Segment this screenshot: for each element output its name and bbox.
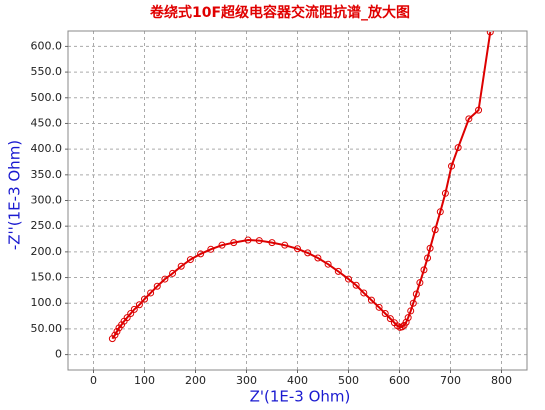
data-point (448, 162, 456, 170)
x-tick-label: 0 (90, 374, 97, 387)
y-tick-label: 400.0 (31, 142, 63, 155)
x-tick-label: 100 (134, 374, 155, 387)
y-tick-label: 550.0 (31, 65, 63, 78)
data-point (345, 275, 352, 283)
data-point (123, 314, 131, 322)
x-tick-label: 700 (440, 374, 461, 387)
data-point (127, 310, 135, 317)
x-tick-label: 600 (389, 374, 410, 387)
data-point (386, 315, 394, 323)
data-point (324, 260, 332, 268)
data-point (375, 303, 383, 311)
data-point (135, 301, 143, 309)
data-point (431, 226, 439, 234)
data-point (141, 295, 148, 303)
data-point (113, 327, 121, 335)
x-axis-label: Z'(1E-3 Ohm) (250, 388, 351, 406)
data-point (334, 267, 342, 275)
y-tick-label: 100.0 (31, 296, 63, 309)
data-point (147, 289, 155, 297)
data-point (352, 281, 360, 289)
data-point (416, 279, 424, 287)
data-point (465, 115, 473, 123)
data-point (281, 241, 289, 249)
data-point (268, 239, 276, 247)
data-point (398, 323, 406, 331)
data-point (304, 249, 312, 257)
data-point (244, 236, 252, 244)
data-point (426, 244, 434, 252)
data-point (161, 275, 169, 283)
data-point (186, 256, 194, 264)
data-point (420, 266, 428, 274)
data-point (441, 189, 449, 197)
x-tick-label: 200 (185, 374, 206, 387)
chart-title: 卷绕式10F超级电容器交流阻抗谱_放大图 (149, 4, 410, 21)
x-tick-label: 300 (236, 374, 257, 387)
y-tick-label: 450.0 (31, 116, 63, 129)
data-point (177, 262, 185, 270)
data-point (436, 208, 444, 216)
y-tick-label: 350.0 (31, 168, 63, 181)
data-point (255, 237, 263, 245)
data-point (169, 269, 177, 277)
data-point (486, 31, 494, 36)
series-layer (108, 31, 494, 343)
y-axis-label: -Z''(1E-3 Ohm) (6, 140, 24, 250)
data-point (314, 254, 322, 262)
y-tick-label: 500.0 (31, 91, 63, 104)
y-tick-label: 600.0 (31, 39, 63, 52)
data-point (475, 106, 483, 114)
data-point (360, 289, 368, 297)
data-point (230, 239, 238, 247)
data-point (407, 307, 415, 315)
x-tick-label: 400 (287, 374, 308, 387)
x-tick-label: 800 (491, 374, 512, 387)
data-point (404, 314, 412, 322)
data-point (218, 241, 226, 249)
data-point (153, 282, 161, 290)
data-point (412, 290, 420, 298)
data-point (409, 299, 417, 307)
data-point (207, 245, 215, 253)
grid-layer (68, 31, 527, 370)
data-point (381, 310, 389, 317)
data-point (402, 318, 410, 326)
y-tick-label: 0 (55, 348, 62, 361)
data-point (367, 296, 375, 304)
y-tick-label: 250.0 (31, 219, 63, 232)
data-point (454, 144, 462, 152)
y-tick-label: 150.0 (31, 271, 63, 284)
data-point (197, 250, 205, 258)
y-tick-label: 50.00 (31, 322, 63, 335)
data-point (130, 305, 138, 313)
y-tick-label: 200.0 (31, 245, 63, 258)
series-line (111, 31, 492, 340)
data-point (294, 245, 301, 253)
data-point (111, 331, 119, 339)
data-point (424, 254, 432, 262)
y-tick-label: 300.0 (31, 194, 63, 207)
x-tick-label: 500 (338, 374, 359, 387)
